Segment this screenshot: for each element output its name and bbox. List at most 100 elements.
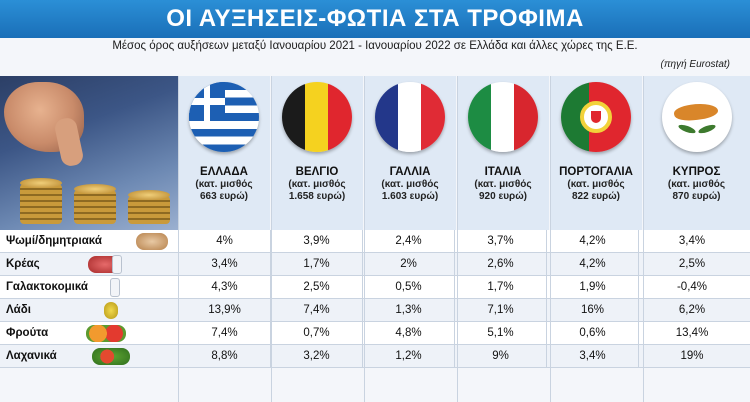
- oil-icon: [104, 301, 118, 319]
- coin-stack-icon: [74, 190, 116, 224]
- salary-label: (κατ. μισθός: [474, 179, 532, 190]
- country-header-cyprus: ΚΥΠΡΟΣ (κατ. μισθός 870 ευρώ): [643, 76, 750, 230]
- country-name: ΙΤΑΛΙΑ: [484, 166, 522, 178]
- table-cell: 4,3%: [178, 275, 270, 299]
- row-label-wrap: Λάδι: [0, 299, 178, 322]
- coins-photo: [0, 76, 178, 230]
- row-label-wrap: Φρούτα: [0, 322, 178, 345]
- table-cell: 4%: [178, 229, 270, 253]
- table-cell: 3,9%: [270, 229, 362, 253]
- table-cell: 16%: [546, 298, 638, 322]
- salary-label: (κατ. μισθός: [195, 179, 253, 190]
- salary-value: 822 ευρώ): [572, 191, 620, 202]
- portugal-flag-icon: [561, 82, 631, 152]
- salary-label: (κατ. μισθός: [381, 179, 439, 190]
- country-name: ΕΛΛΑΔΑ: [200, 166, 248, 178]
- table-cell: 1,7%: [270, 252, 362, 276]
- table-cell: 4,8%: [362, 321, 454, 345]
- table-cell: 5,1%: [454, 321, 546, 345]
- milk-icon: [110, 277, 120, 297]
- country-header-portugal: ΠΟΡΤΟΓΑΛΙΑ (κατ. μισθός 822 ευρώ): [550, 76, 642, 230]
- table-cell: 6,2%: [638, 298, 745, 322]
- row-label-wrap: Ψωμί/δημητριακά: [0, 230, 178, 253]
- table-cell: 0,5%: [362, 275, 454, 299]
- belgium-flag-icon: [282, 82, 352, 152]
- salary-value: 920 ευρώ): [479, 191, 527, 202]
- table-cell: 13,4%: [638, 321, 745, 345]
- table-cell: 13,9%: [178, 298, 270, 322]
- salary-value: 1.603 ευρώ): [381, 191, 439, 202]
- table-cell: 19%: [638, 344, 745, 368]
- table-cell: 4,2%: [546, 229, 638, 253]
- table-cell: 7,4%: [270, 298, 362, 322]
- source-note: (πηγή Eurostat): [660, 59, 730, 70]
- country-header-france: ΓΑΛΛΙΑ (κατ. μισθός 1.603 ευρώ): [364, 76, 456, 230]
- cyprus-flag-icon: [661, 82, 732, 152]
- column-divider: [550, 76, 551, 402]
- row-label-wrap: Κρέας: [0, 253, 178, 276]
- vegetables-icon: [92, 347, 130, 365]
- coin-stack-icon: [20, 184, 62, 224]
- table-cell: 2,5%: [270, 275, 362, 299]
- table-cell: 2,6%: [454, 252, 546, 276]
- table-cell: 7,4%: [178, 321, 270, 345]
- page-title: ΟΙ ΑΥΞΗΣΕΙΣ-ΦΩΤΙΑ ΣΤΑ ΤΡΟΦΙΜΑ: [166, 5, 584, 32]
- table-cell: 0,7%: [270, 321, 362, 345]
- salary-label: (κατ. μισθός: [288, 179, 346, 190]
- coin-stack-icon: [128, 196, 170, 224]
- table-cell: 3,7%: [454, 229, 546, 253]
- greece-flag-icon: [189, 82, 259, 152]
- table-cell: 3,4%: [546, 344, 638, 368]
- table-row: Φρούτα 7,4% 0,7% 4,8% 5,1% 0,6% 13,4%: [0, 321, 750, 345]
- column-divider: [178, 76, 179, 402]
- table-cell: 1,7%: [454, 275, 546, 299]
- table-row: Λάδι 13,9% 7,4% 1,3% 7,1% 16% 6,2%: [0, 298, 750, 322]
- table-cell: 4,2%: [546, 252, 638, 276]
- table-row: Γαλακτοκομικά 4,3% 2,5% 0,5% 1,7% 1,9% -…: [0, 275, 750, 299]
- subtitle: Μέσος όρος αυξήσεων μεταξύ Ιανουαρίου 20…: [112, 40, 638, 52]
- salary-label: (κατ. μισθός: [567, 179, 625, 190]
- column-divider: [271, 76, 272, 402]
- country-header-greece: ΕΛΛΑΔΑ (κατ. μισθός 663 ευρώ): [178, 76, 270, 230]
- table-cell: -0,4%: [638, 275, 745, 299]
- table-cell: 9%: [454, 344, 546, 368]
- table-cell: 1,3%: [362, 298, 454, 322]
- row-label: Λάδι: [6, 304, 31, 316]
- country-name: ΓΑΛΛΙΑ: [389, 166, 431, 178]
- country-header-belgium: ΒΕΛΓΙΟ (κατ. μισθός 1.658 ευρώ): [271, 76, 363, 230]
- table-cell: 8,8%: [178, 344, 270, 368]
- price-table: Ψωμί/δημητριακά 4% 3,9% 2,4% 3,7% 4,2% 3…: [0, 229, 750, 368]
- table-cell: 2,5%: [638, 252, 745, 276]
- title-banner: ΟΙ ΑΥΞΗΣΕΙΣ-ΦΩΤΙΑ ΣΤΑ ΤΡΟΦΙΜΑ: [0, 0, 750, 38]
- table-cell: 3,4%: [178, 252, 270, 276]
- table-row: Ψωμί/δημητριακά 4% 3,9% 2,4% 3,7% 4,2% 3…: [0, 229, 750, 253]
- row-label: Ψωμί/δημητριακά: [6, 235, 102, 247]
- row-label-wrap: Γαλακτοκομικά: [0, 276, 178, 299]
- row-label: Κρέας: [6, 258, 40, 270]
- france-flag-icon: [375, 82, 445, 152]
- salary-value: 663 ευρώ): [200, 191, 248, 202]
- column-divider: [643, 76, 644, 402]
- table-row: Λαχανικά 8,8% 3,2% 1,2% 9% 3,4% 19%: [0, 344, 750, 368]
- bread-icon: [136, 232, 168, 250]
- row-label-wrap: Λαχανικά: [0, 345, 178, 368]
- table-cell: 1,2%: [362, 344, 454, 368]
- table-cell: 2,4%: [362, 229, 454, 253]
- row-label: Λαχανικά: [6, 350, 57, 362]
- fruit-icon: [86, 324, 126, 342]
- italy-flag-icon: [468, 82, 538, 152]
- table-row: Κρέας 3,4% 1,7% 2% 2,6% 4,2% 2,5%: [0, 252, 750, 276]
- table-cell: 2%: [362, 252, 454, 276]
- salary-value: 1.658 ευρώ): [288, 191, 346, 202]
- table-cell: 3,2%: [270, 344, 362, 368]
- table-cell: 0,6%: [546, 321, 638, 345]
- column-divider: [364, 76, 365, 402]
- country-name: ΒΕΛΓΙΟ: [295, 166, 339, 178]
- table-cell: 1,9%: [546, 275, 638, 299]
- milk-bottle-icon: [112, 254, 122, 274]
- row-label: Γαλακτοκομικά: [6, 281, 88, 293]
- table-cell: 3,4%: [638, 229, 745, 253]
- column-divider: [457, 76, 458, 402]
- table-cell: 7,1%: [454, 298, 546, 322]
